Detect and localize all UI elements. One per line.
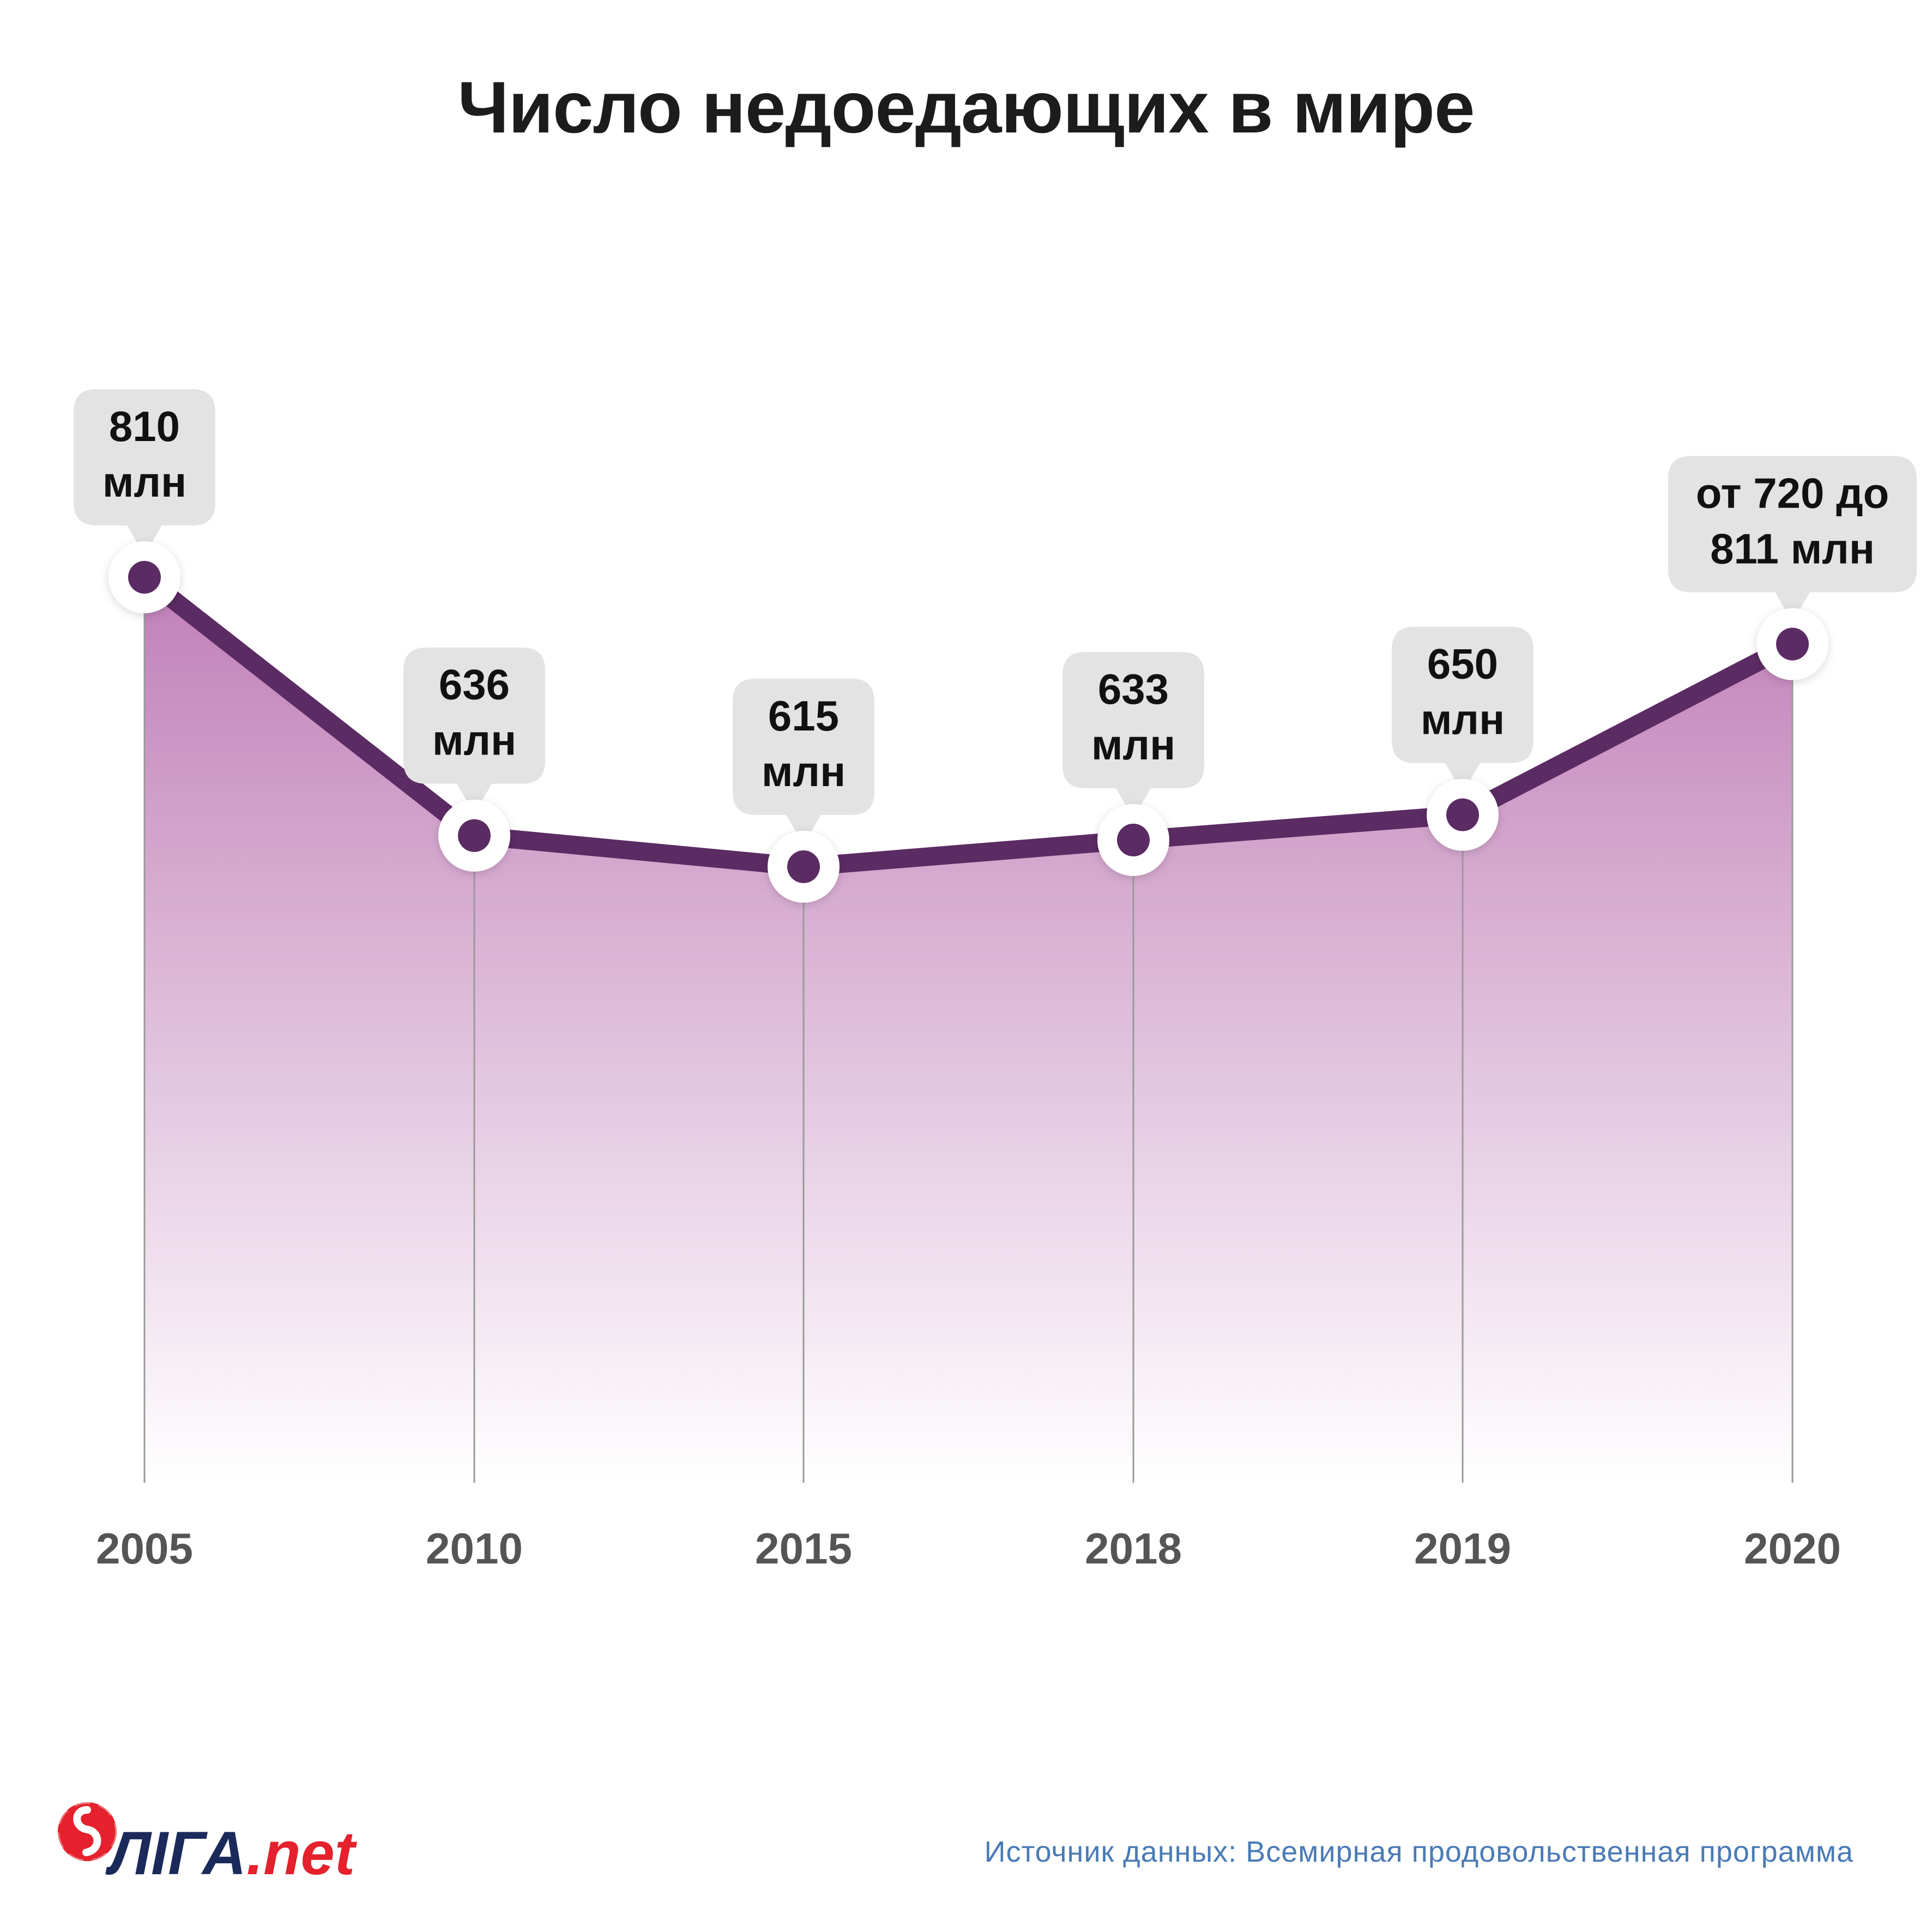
x-axis-ticks: 2005 2010 2015 2018 2019 2020: [96, 1524, 1841, 1573]
brand-logo-wordmark[interactable]: ЛIГА.net: [109, 1815, 355, 1892]
data-point-2015[interactable]: [768, 830, 840, 903]
marker-dot: [1446, 798, 1479, 831]
data-label-2018-line1: 633: [1098, 665, 1169, 713]
area-fill: [144, 577, 1792, 1483]
callout-2005: 810 млн: [74, 389, 215, 556]
x-tick-label-2019: 2019: [1414, 1524, 1511, 1573]
data-label-2010-line1: 636: [439, 661, 510, 709]
chart-title: Число недоедающих в мире: [457, 67, 1475, 148]
marker-dot: [1117, 823, 1150, 856]
x-tick-label-2018: 2018: [1085, 1524, 1182, 1573]
data-label-2005-line2: млн: [102, 458, 186, 506]
callout-2020: от 720 до 811 млн: [1668, 456, 1917, 623]
series-line-layer: [135, 567, 1802, 876]
data-label-2015-line1: 615: [768, 692, 839, 740]
x-tick-label-2010: 2010: [426, 1524, 523, 1573]
liga-logo-icon[interactable]: [55, 1794, 403, 1903]
callout-bubble: [1062, 651, 1204, 818]
callouts: 810 млн 636 млн 615 млн 633 млн 650 млн от 720 до 8…: [74, 389, 1917, 845]
callout-2010: 636 млн: [403, 647, 545, 814]
data-point-2020[interactable]: [1756, 608, 1828, 680]
data-label-2010-line2: млн: [432, 716, 516, 764]
data-label-2018-line2: млн: [1091, 721, 1175, 769]
source-note: Источник данных: Всемирная продовольстве…: [984, 1836, 1853, 1868]
marker-dot: [787, 850, 820, 883]
marker-dot: [1776, 627, 1809, 661]
x-tick-label-2020: 2020: [1744, 1524, 1841, 1573]
series-line: [135, 567, 1802, 876]
data-label-2015-line2: млн: [762, 747, 846, 795]
callout-2018: 633 млн: [1062, 651, 1204, 818]
markers: [108, 541, 1828, 903]
drop-lines: [143, 577, 1794, 1483]
callout-bubble: [74, 389, 215, 556]
callout-bubble: [733, 678, 874, 845]
data-label-2020-line2: 811 млн: [1710, 524, 1875, 572]
marker-dot: [128, 560, 161, 594]
logo-main-text: ЛIГА: [109, 1819, 246, 1887]
data-label-2019-line1: 650: [1427, 640, 1498, 688]
callout-bubble: [403, 647, 545, 814]
data-point-2018[interactable]: [1097, 804, 1169, 876]
callout-bubble: [1392, 626, 1533, 793]
callout-2019: 650 млн: [1392, 626, 1533, 793]
x-tick-label-2005: 2005: [96, 1524, 193, 1573]
callout-2015: 615 млн: [733, 678, 874, 845]
x-tick-label-2015: 2015: [755, 1524, 852, 1573]
logo-accent-text: .net: [246, 1819, 355, 1887]
data-point-2005[interactable]: [108, 541, 180, 613]
data-point-2019[interactable]: [1427, 778, 1499, 851]
data-point-2010[interactable]: [438, 799, 510, 872]
data-label-2020-line1: от 720 до: [1696, 469, 1889, 517]
data-label-2005-line1: 810: [109, 402, 180, 450]
area-layer: [144, 577, 1792, 1483]
data-label-2019-line2: млн: [1421, 696, 1505, 744]
marker-dot: [458, 819, 491, 852]
callout-bubble: [1668, 456, 1917, 623]
